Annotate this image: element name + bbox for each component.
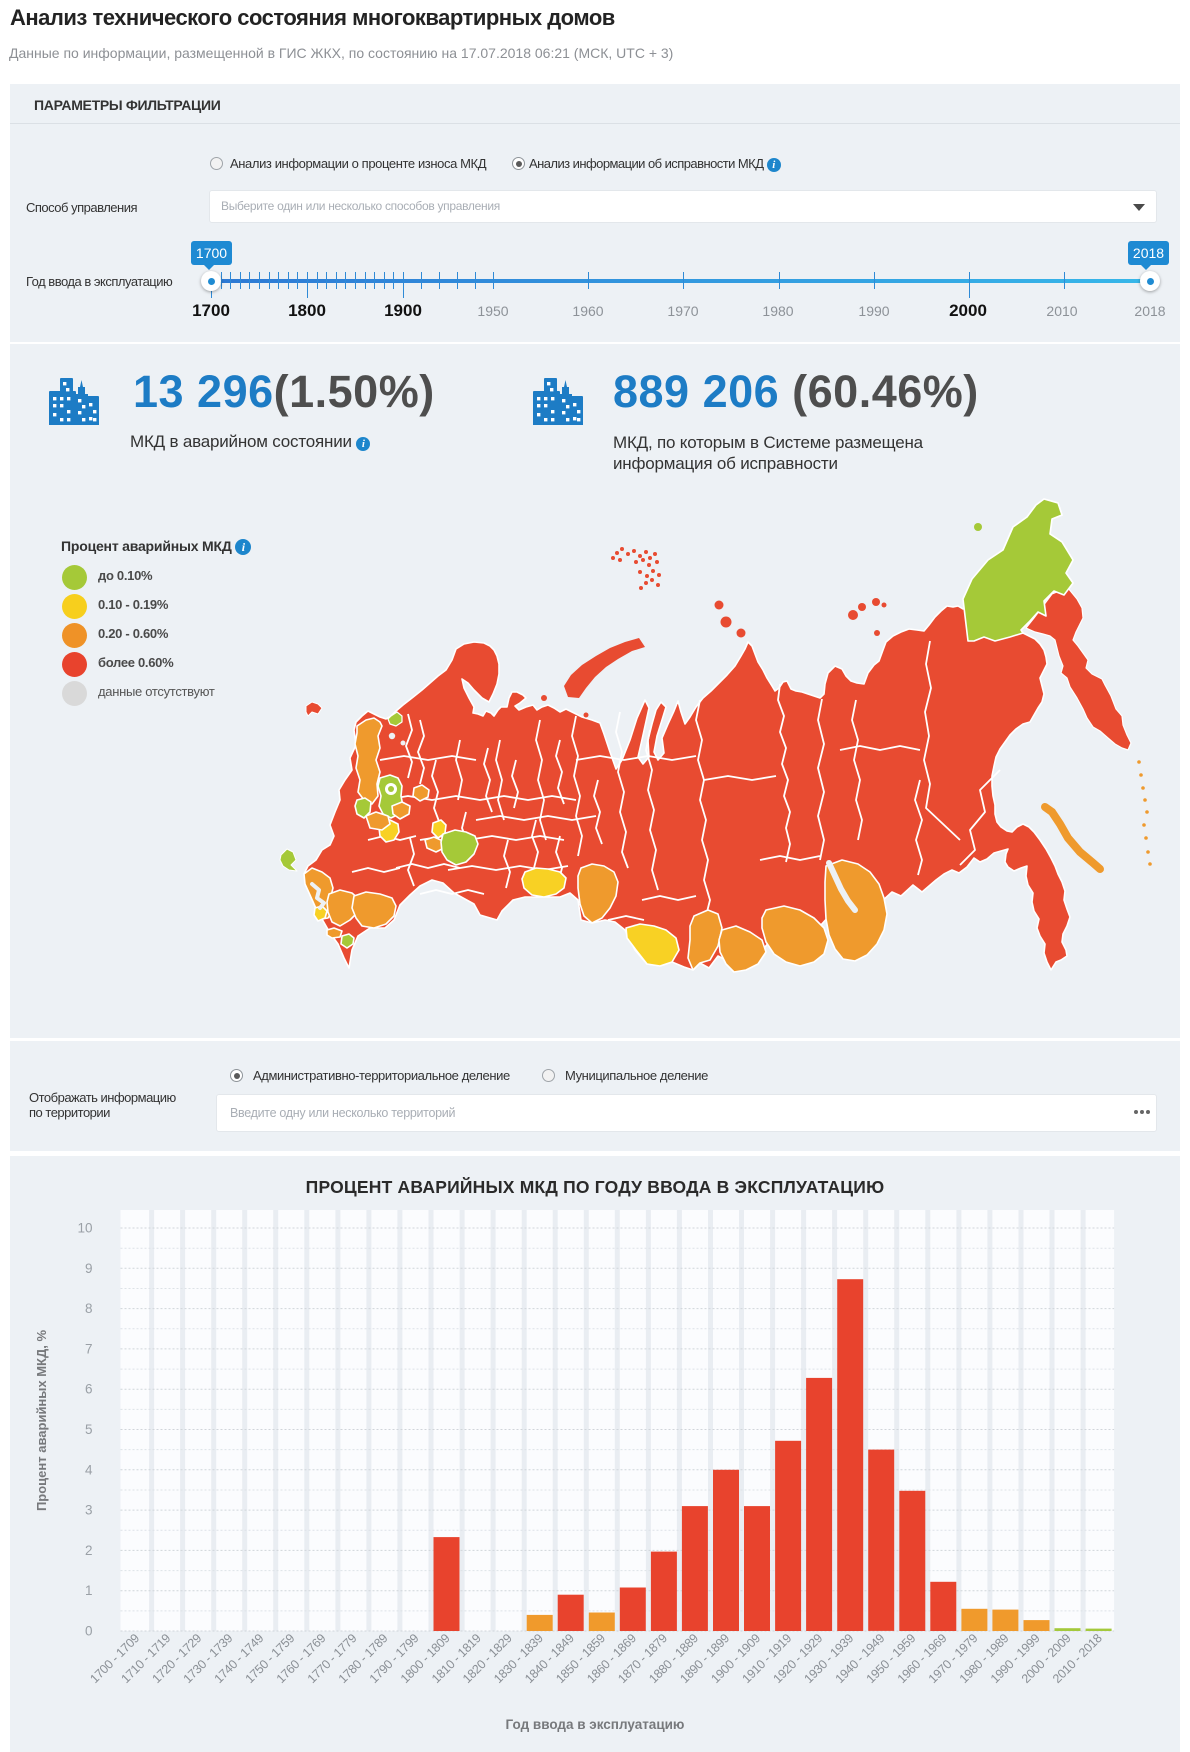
svg-text:3: 3 [85, 1503, 93, 1518]
svg-text:2: 2 [85, 1543, 93, 1558]
svg-text:10: 10 [77, 1221, 92, 1236]
svg-text:4: 4 [85, 1462, 93, 1477]
svg-text:9: 9 [85, 1261, 93, 1276]
svg-text:Год ввода в эксплуатацию: Год ввода в эксплуатацию [506, 1717, 685, 1732]
svg-text:6: 6 [85, 1382, 93, 1397]
svg-text:0: 0 [85, 1624, 93, 1639]
svg-text:1: 1 [85, 1583, 93, 1598]
svg-text:Процент аварийных МКД, %: Процент аварийных МКД, % [34, 1330, 49, 1512]
svg-text:5: 5 [85, 1422, 93, 1437]
svg-text:7: 7 [85, 1341, 93, 1356]
svg-text:8: 8 [85, 1301, 93, 1316]
